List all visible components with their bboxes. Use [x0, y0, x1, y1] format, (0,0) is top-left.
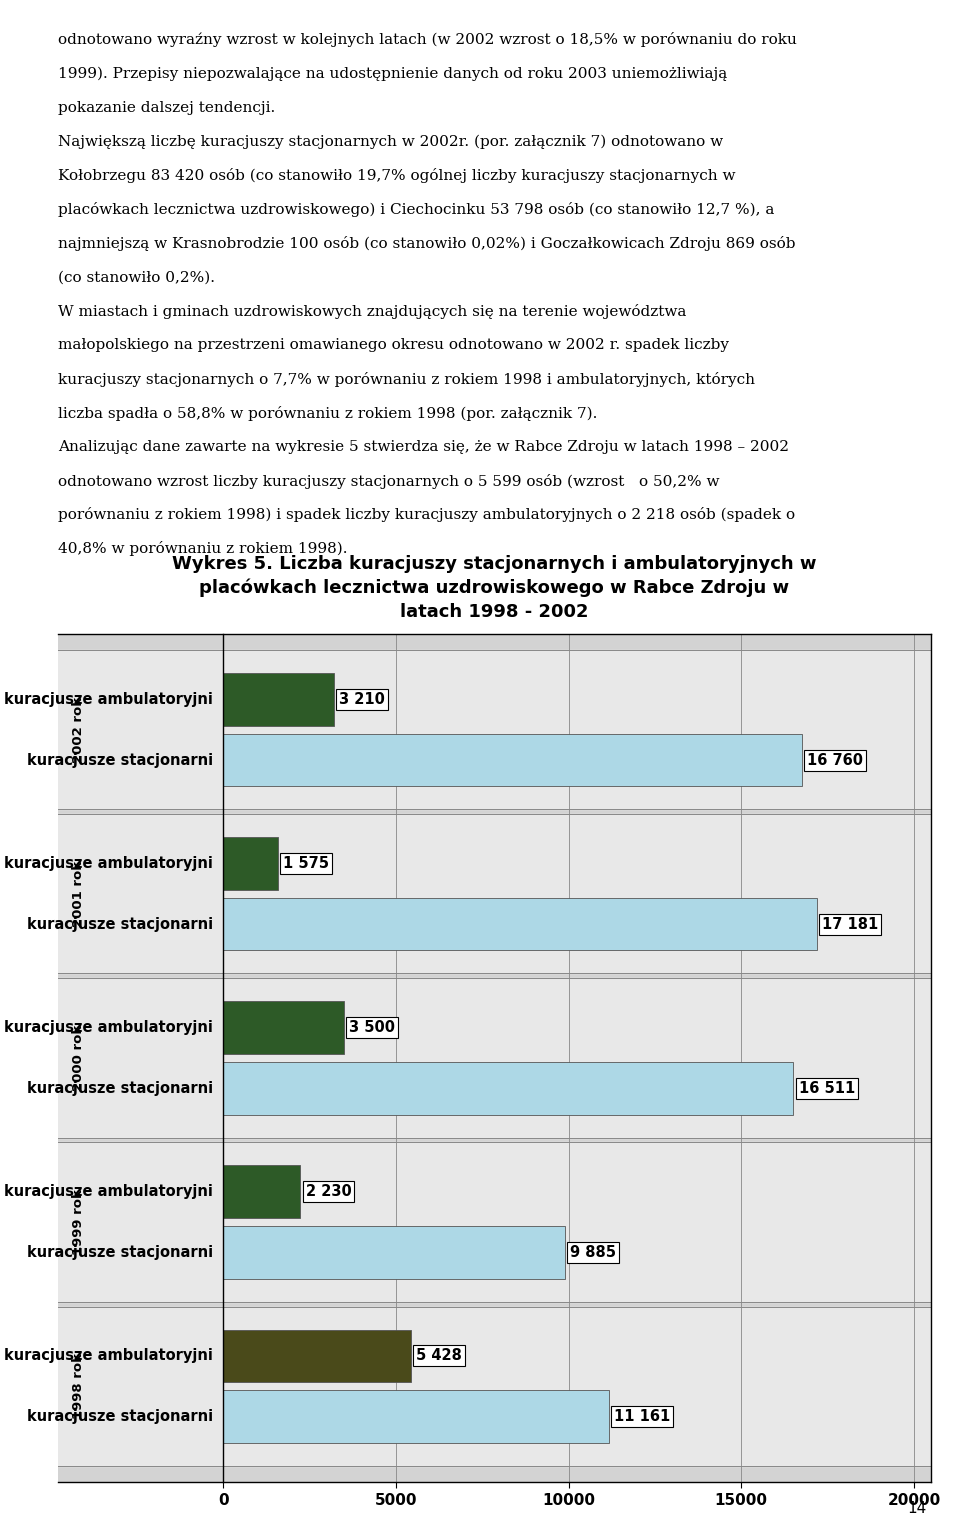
Text: odnotowano wyraźny wzrost w kolejnych latach (w 2002 wzrost o 18,5% w porównaniu: odnotowano wyraźny wzrost w kolejnych la… — [58, 32, 797, 47]
Text: kuracjusze ambulatoryjni: kuracjusze ambulatoryjni — [4, 692, 213, 707]
Text: Kołobrzegu 83 420 osób (co stanowiło 19,7% ogólnej liczby kuracjuszy stacjonarny: Kołobrzegu 83 420 osób (co stanowiło 19,… — [58, 168, 735, 183]
Text: 3 210: 3 210 — [340, 692, 385, 707]
Text: kuracjusze stacjonarni: kuracjusze stacjonarni — [27, 753, 213, 767]
Text: 1999 rok: 1999 rok — [72, 1189, 84, 1254]
Text: 9 885: 9 885 — [570, 1245, 616, 1261]
Bar — [224, 1225, 564, 1279]
Text: 2000 rok: 2000 rok — [72, 1025, 84, 1091]
Text: kuracjusze stacjonarni: kuracjusze stacjonarni — [27, 1245, 213, 1261]
Text: 3 500: 3 500 — [349, 1021, 396, 1034]
Text: kuracjusze stacjonarni: kuracjusze stacjonarni — [27, 1409, 213, 1424]
Bar — [58, 651, 931, 810]
Text: (co stanowiło 0,2%).: (co stanowiło 0,2%). — [58, 270, 215, 284]
Text: liczba spadła o 58,8% w porównaniu z rokiem 1998 (por. załącznik 7).: liczba spadła o 58,8% w porównaniu z rok… — [58, 405, 597, 420]
Text: 11 161: 11 161 — [613, 1409, 670, 1424]
Bar — [224, 674, 334, 726]
Text: porównaniu z rokiem 1998) i spadek liczby kuracjuszy ambulatoryjnych o 2 218 osó: porównaniu z rokiem 1998) i spadek liczb… — [58, 507, 795, 523]
Text: odnotowano wzrost liczby kuracjuszy stacjonarnych o 5 599 osób (wzrost   o 50,2%: odnotowano wzrost liczby kuracjuszy stac… — [58, 474, 719, 489]
Bar — [224, 733, 802, 787]
Bar — [224, 1329, 411, 1381]
Bar — [58, 1143, 931, 1302]
Text: kuracjuszy stacjonarnych o 7,7% w porównaniu z rokiem 1998 i ambulatoryjnych, kt: kuracjuszy stacjonarnych o 7,7% w porówn… — [58, 371, 755, 387]
Bar — [58, 1306, 931, 1465]
Text: Analizując dane zawarte na wykresie 5 stwierdza się, że w Rabce Zdroju w latach : Analizując dane zawarte na wykresie 5 st… — [58, 440, 788, 454]
Text: 14: 14 — [907, 1500, 926, 1516]
Text: najmniejszą w Krasnobrodzie 100 osób (co stanowiło 0,02%) i Goczałkowicach Zdroj: najmniejszą w Krasnobrodzie 100 osób (co… — [58, 235, 795, 251]
Text: małopolskiego na przestrzeni omawianego okresu odnotowano w 2002 r. spadek liczb: małopolskiego na przestrzeni omawianego … — [58, 338, 729, 353]
Text: kuracjusze ambulatoryjni: kuracjusze ambulatoryjni — [4, 1348, 213, 1363]
Bar — [224, 1166, 300, 1218]
Text: kuracjusze ambulatoryjni: kuracjusze ambulatoryjni — [4, 1021, 213, 1034]
Text: 2 230: 2 230 — [305, 1184, 351, 1199]
Text: kuracjusze ambulatoryjni: kuracjusze ambulatoryjni — [4, 856, 213, 871]
Bar — [224, 1001, 345, 1054]
Text: W miastach i gminach uzdrowiskowych znajdujących się na terenie województwa: W miastach i gminach uzdrowiskowych znaj… — [58, 304, 686, 319]
Text: 2002 rok: 2002 rok — [72, 697, 84, 762]
Text: 16 760: 16 760 — [807, 753, 863, 767]
Bar — [224, 837, 277, 889]
Text: 40,8% w porównaniu z rokiem 1998).: 40,8% w porównaniu z rokiem 1998). — [58, 541, 348, 556]
Bar — [224, 1390, 609, 1442]
Title: Wykres 5. Liczba kuracjuszy stacjonarnych i ambulatoryjnych w
placówkach lecznic: Wykres 5. Liczba kuracjuszy stacjonarnyc… — [172, 555, 817, 620]
Text: kuracjusze stacjonarni: kuracjusze stacjonarni — [27, 917, 213, 932]
Bar — [58, 978, 931, 1137]
Text: 1998 rok: 1998 rok — [72, 1354, 84, 1420]
Text: pokazanie dalszej tendencji.: pokazanie dalszej tendencji. — [58, 101, 275, 115]
Text: 1 575: 1 575 — [283, 856, 329, 871]
Text: 16 511: 16 511 — [799, 1080, 855, 1096]
Bar — [224, 1062, 794, 1114]
Bar — [58, 814, 931, 973]
Text: 5 428: 5 428 — [416, 1348, 462, 1363]
Text: 17 181: 17 181 — [822, 917, 878, 932]
Text: Największą liczbę kuracjuszy stacjonarnych w 2002r. (por. załącznik 7) odnotowan: Największą liczbę kuracjuszy stacjonarny… — [58, 134, 723, 148]
Text: 2001 rok: 2001 rok — [72, 860, 84, 927]
Text: kuracjusze ambulatoryjni: kuracjusze ambulatoryjni — [4, 1184, 213, 1199]
Text: placówkach lecznictwa uzdrowiskowego) i Ciechocinku 53 798 osób (co stanowiło 12: placówkach lecznictwa uzdrowiskowego) i … — [58, 202, 774, 217]
Text: kuracjusze stacjonarni: kuracjusze stacjonarni — [27, 1080, 213, 1096]
Text: 1999). Przepisy niepozwalające na udostępnienie danych od roku 2003 uniemożliwia: 1999). Przepisy niepozwalające na udostę… — [58, 67, 727, 81]
Bar — [224, 898, 817, 950]
